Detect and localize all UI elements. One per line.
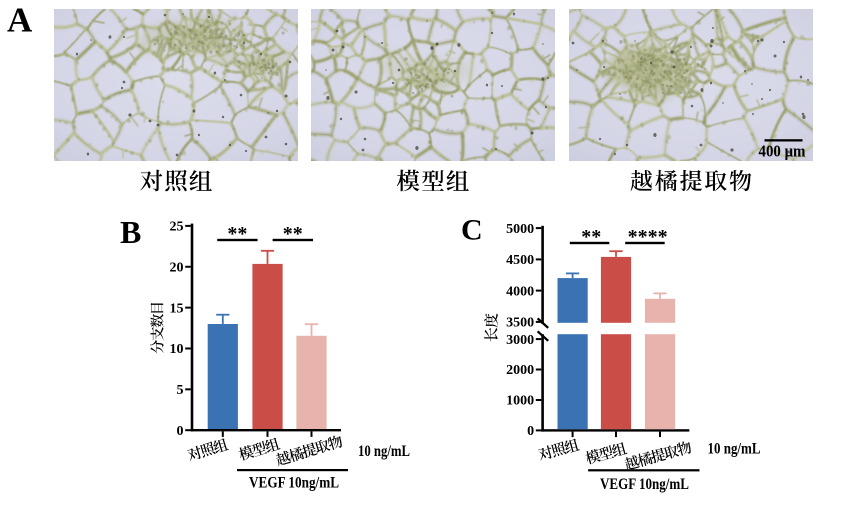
svg-text:4000: 4000	[506, 284, 534, 299]
svg-text:20: 20	[170, 260, 184, 275]
svg-text:VEGF 10ng/mL: VEGF 10ng/mL	[249, 475, 339, 492]
svg-text:5000: 5000	[506, 222, 534, 237]
svg-text:5: 5	[177, 383, 184, 398]
svg-text:A: A	[7, 1, 33, 40]
svg-text:25: 25	[170, 220, 184, 235]
svg-text:10 ng/mL: 10 ng/mL	[358, 443, 410, 460]
svg-text:3500: 3500	[506, 316, 534, 331]
svg-text:4500: 4500	[506, 253, 534, 268]
svg-text:3000: 3000	[506, 333, 534, 348]
svg-text:0: 0	[177, 424, 184, 439]
svg-text:B: B	[120, 214, 141, 250]
svg-text:0: 0	[527, 424, 534, 439]
svg-text:10 ng/mL: 10 ng/mL	[708, 441, 761, 458]
svg-text:15: 15	[170, 301, 184, 316]
svg-text:10: 10	[170, 342, 184, 357]
svg-text:VEGF 10ng/mL: VEGF 10ng/mL	[600, 476, 689, 493]
svg-text:****: ****	[628, 226, 668, 248]
svg-text:C: C	[461, 214, 483, 247]
svg-text:2000: 2000	[506, 363, 534, 378]
svg-text:400 μm: 400 μm	[759, 141, 806, 160]
svg-text:**: **	[581, 226, 601, 248]
svg-text:**: **	[283, 223, 303, 245]
svg-text:**: **	[227, 223, 247, 245]
svg-text:1000: 1000	[506, 394, 534, 409]
